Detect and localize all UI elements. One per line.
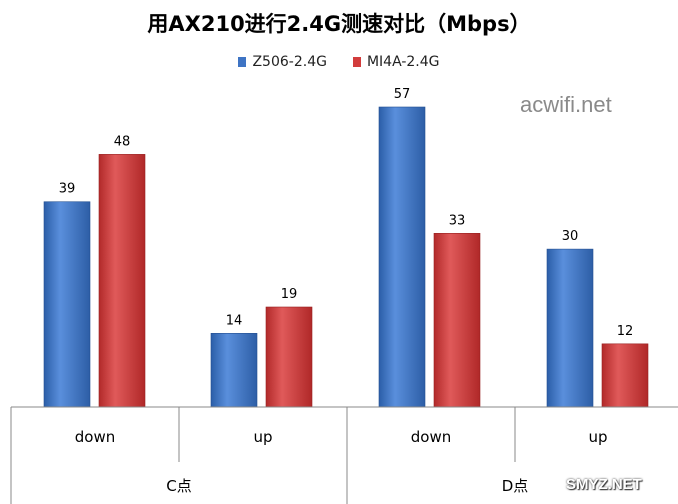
watermark-acwifi: acwifi.net bbox=[520, 92, 612, 117]
group-label-1: D点 bbox=[502, 477, 529, 495]
bar-mi4a-0 bbox=[98, 154, 146, 408]
data-label-z506-0: 39 bbox=[59, 182, 76, 197]
watermark-smyz: SMYZ.NET bbox=[566, 476, 642, 493]
group-label-0: C点 bbox=[166, 477, 191, 495]
x-tick-label-2: down bbox=[411, 428, 451, 446]
data-label-mi4a-3: 12 bbox=[617, 324, 634, 339]
data-label-z506-2: 57 bbox=[394, 87, 411, 102]
data-label-mi4a-1: 19 bbox=[281, 287, 298, 302]
legend-item-mi4a: MI4A-2.4G bbox=[352, 54, 440, 70]
bar-mi4a-3 bbox=[601, 343, 649, 408]
chart-title: 用AX210进行2.4G测速对比（Mbps） bbox=[147, 12, 531, 36]
x-tick-label-3: up bbox=[588, 428, 607, 446]
bar-mi4a-2 bbox=[433, 233, 481, 408]
legend-item-z506: Z506-2.4G bbox=[238, 54, 327, 70]
legend-label-z506: Z506-2.4G bbox=[252, 54, 327, 70]
data-label-mi4a-0: 48 bbox=[114, 134, 131, 149]
legend-swatch-mi4a bbox=[352, 57, 361, 67]
data-label-z506-1: 14 bbox=[226, 313, 243, 328]
legend-swatch-z506 bbox=[238, 57, 247, 67]
legend-label-mi4a: MI4A-2.4G bbox=[366, 54, 440, 70]
legend: Z506-2.4G MI4A-2.4G bbox=[0, 54, 678, 70]
bar-mi4a-1 bbox=[265, 306, 313, 408]
x-tick-label-1: up bbox=[253, 428, 272, 446]
data-label-z506-3: 30 bbox=[562, 229, 579, 244]
bar-z506-3 bbox=[546, 248, 594, 408]
x-tick-label-0: down bbox=[75, 428, 115, 446]
bar-z506-1 bbox=[210, 333, 258, 408]
bar-z506-2 bbox=[378, 106, 426, 408]
bar-z506-0 bbox=[43, 201, 91, 408]
data-label-mi4a-2: 33 bbox=[449, 213, 466, 228]
